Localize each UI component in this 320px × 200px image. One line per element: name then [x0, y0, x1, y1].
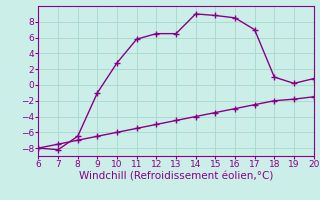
X-axis label: Windchill (Refroidissement éolien,°C): Windchill (Refroidissement éolien,°C)	[79, 172, 273, 182]
